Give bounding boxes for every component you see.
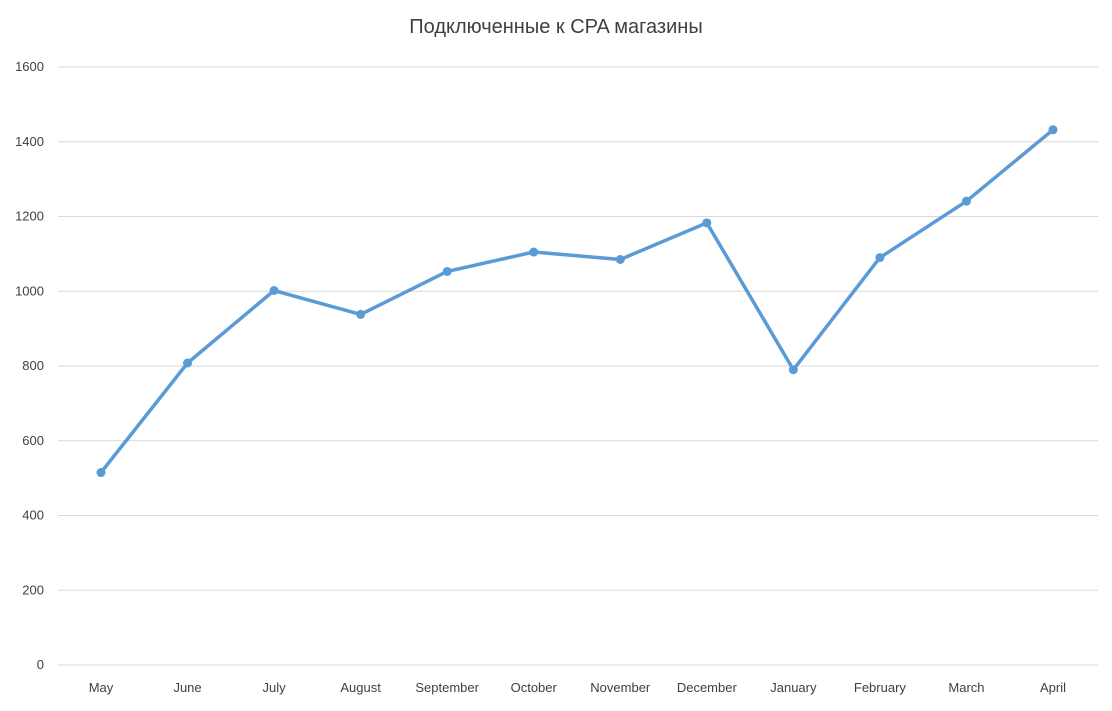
x-tick-label: April [1040,680,1066,695]
data-point [875,253,885,263]
chart-title: Подключенные к CPA магазины [409,16,703,38]
data-point [1048,125,1058,135]
x-tick-label: January [770,680,817,695]
series-line [99,128,1055,475]
x-tick-label: June [173,680,201,695]
x-tick-label: March [948,680,984,695]
x-tick-label: February [854,680,907,695]
series-layer [96,125,1058,478]
data-point [96,468,106,478]
data-point [788,365,798,375]
data-point [702,218,712,228]
data-point [961,196,971,206]
x-tick-label: August [340,680,381,695]
y-axis-ticks: 0 200 400 600 800 1000 1200 1400 1600 [15,59,44,672]
data-point [269,286,279,296]
y-tick-label: 1200 [15,209,44,224]
x-tick-label: May [89,680,114,695]
x-tick-label: December [677,680,738,695]
data-point [529,247,539,257]
x-tick-label: November [590,680,651,695]
grid-layer [58,66,1098,666]
data-point [356,309,366,319]
y-tick-label: 1600 [15,59,44,74]
y-tick-label: 800 [22,358,44,373]
x-axis-ticks: May June July August September October Novembe… [89,680,1066,695]
y-tick-label: 1400 [15,134,44,149]
y-tick-label: 600 [22,433,44,448]
y-tick-label: 0 [37,657,44,672]
y-tick-label: 400 [22,508,44,523]
x-tick-label: October [511,680,558,695]
data-point [183,358,193,368]
y-tick-label: 200 [22,582,44,597]
x-tick-label: September [415,680,479,695]
y-tick-label: 1000 [15,283,44,298]
data-point [615,254,625,264]
data-point [442,266,452,276]
x-tick-label: July [263,680,287,695]
